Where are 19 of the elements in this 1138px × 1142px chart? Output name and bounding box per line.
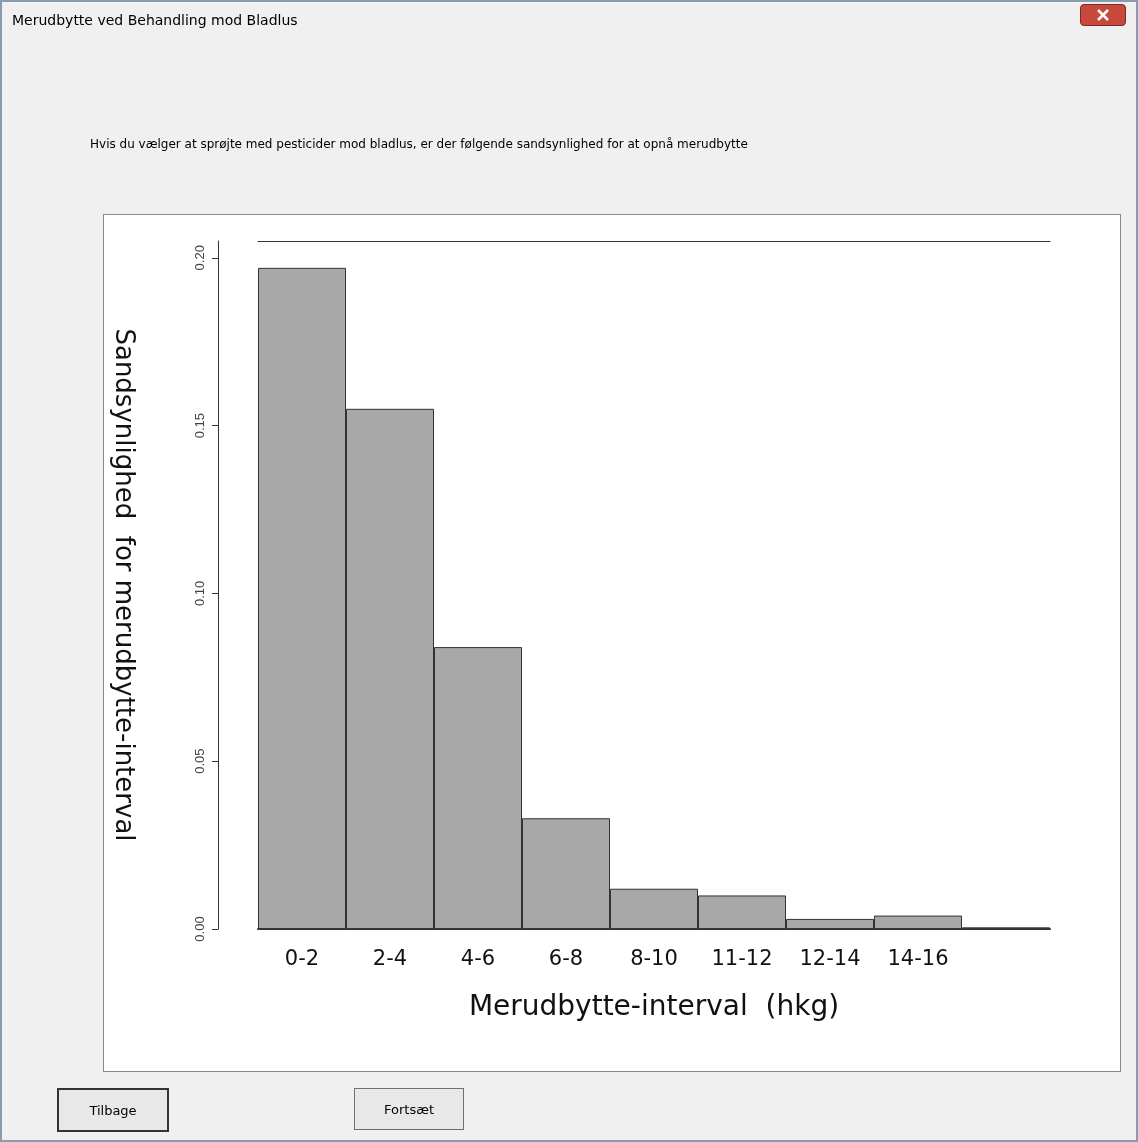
y-tick-label: 0.15 [192,412,207,439]
x-tick-label: 0-2 [284,945,320,970]
y-tick-label: 0.00 [192,916,207,942]
x-tick-label: 11-12 [711,945,773,970]
y-tick-label: 0.10 [192,580,207,607]
x-tick-label: 2-4 [372,945,408,970]
x-axis-title: Merudbytte-interval (hkg) [468,988,840,1022]
x-tick-label: 14-16 [887,945,949,970]
x-tick-label: 4-6 [460,945,496,970]
text: Fortsæt [354,1088,464,1130]
text: Tilbage [57,1088,169,1132]
y-tick-label: 0.05 [192,748,207,774]
chart-subtitle: Hvis du vælger at sprøjte med pesticider mod bladlus, er der følgende sandsynlighed for at opnå merudbytte [90,137,749,152]
x-tick-label: 12-14 [799,945,861,970]
x-tick-label: 8-10 [630,945,678,970]
x-tick-label: 6-8 [548,945,584,970]
y-axis-title: Sandsynlighed for merudbytte-interval [110,328,140,842]
y-tick-label: 0.20 [192,245,207,271]
chart-title: Merudbytte ved Behandling mod Bladlus [12,12,298,28]
